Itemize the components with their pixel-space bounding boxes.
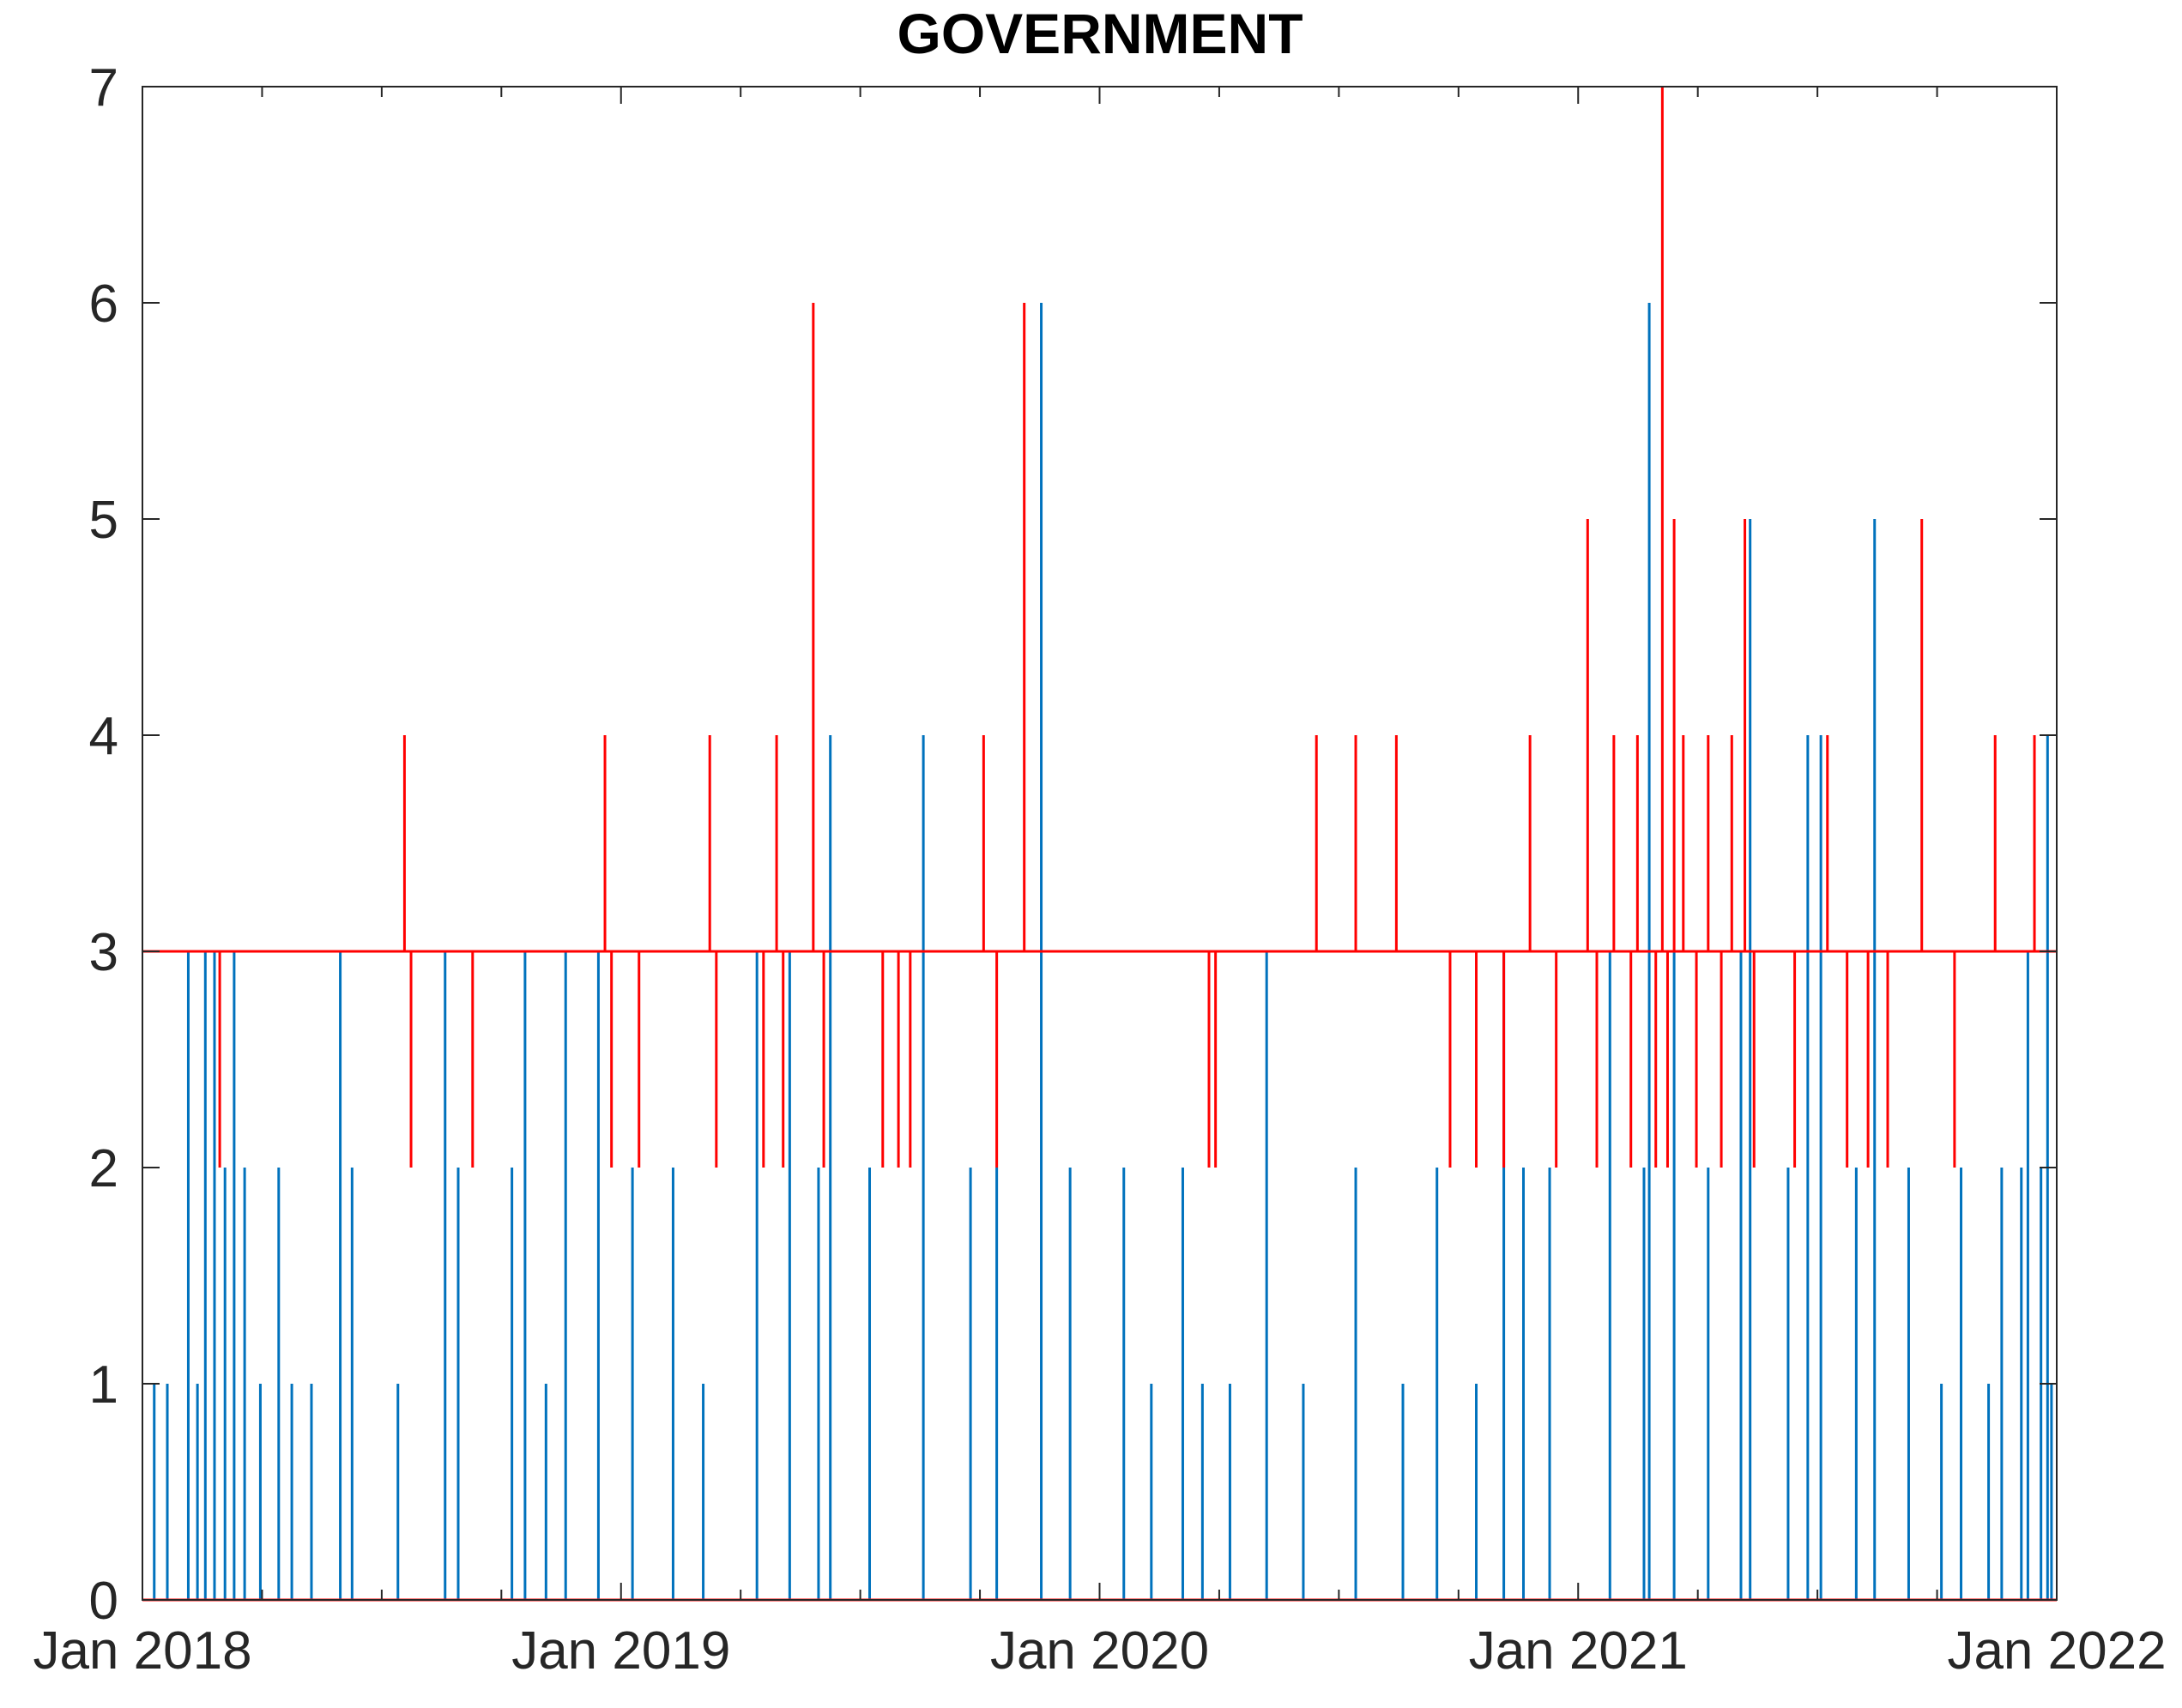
y-tick-label-0: 0 [89, 1572, 118, 1631]
x-tick-label-3: Jan 2021 [1469, 1621, 1688, 1681]
plot-marks [142, 87, 2057, 1602]
y-tick-label-6: 6 [89, 275, 118, 334]
x-tick-label-4: Jan 2022 [1947, 1621, 2166, 1681]
series-0 [153, 303, 2053, 1600]
series-1 [218, 87, 2036, 1168]
y-tick-label-3: 3 [89, 923, 118, 982]
y-tick-label-2: 2 [89, 1139, 118, 1198]
y-tick-label-1: 1 [89, 1355, 118, 1415]
axes-box [142, 86, 2058, 1601]
y-tick-label-7: 7 [89, 58, 118, 118]
chart-title: GOVERNMENT [897, 2, 1303, 65]
y-tick-label-5: 5 [89, 491, 118, 550]
x-tick-label-1: Jan 2019 [511, 1621, 730, 1681]
x-tick-label-0: Jan 2018 [33, 1621, 251, 1681]
x-tick-label-2: Jan 2020 [990, 1621, 1209, 1681]
y-tick-label-4: 4 [89, 707, 118, 766]
axis-ticks: 0 1 2 3 4 5 6 7 Jan 2018 Jan 2019 Jan 2020 Jan 2021… [33, 58, 2166, 1681]
